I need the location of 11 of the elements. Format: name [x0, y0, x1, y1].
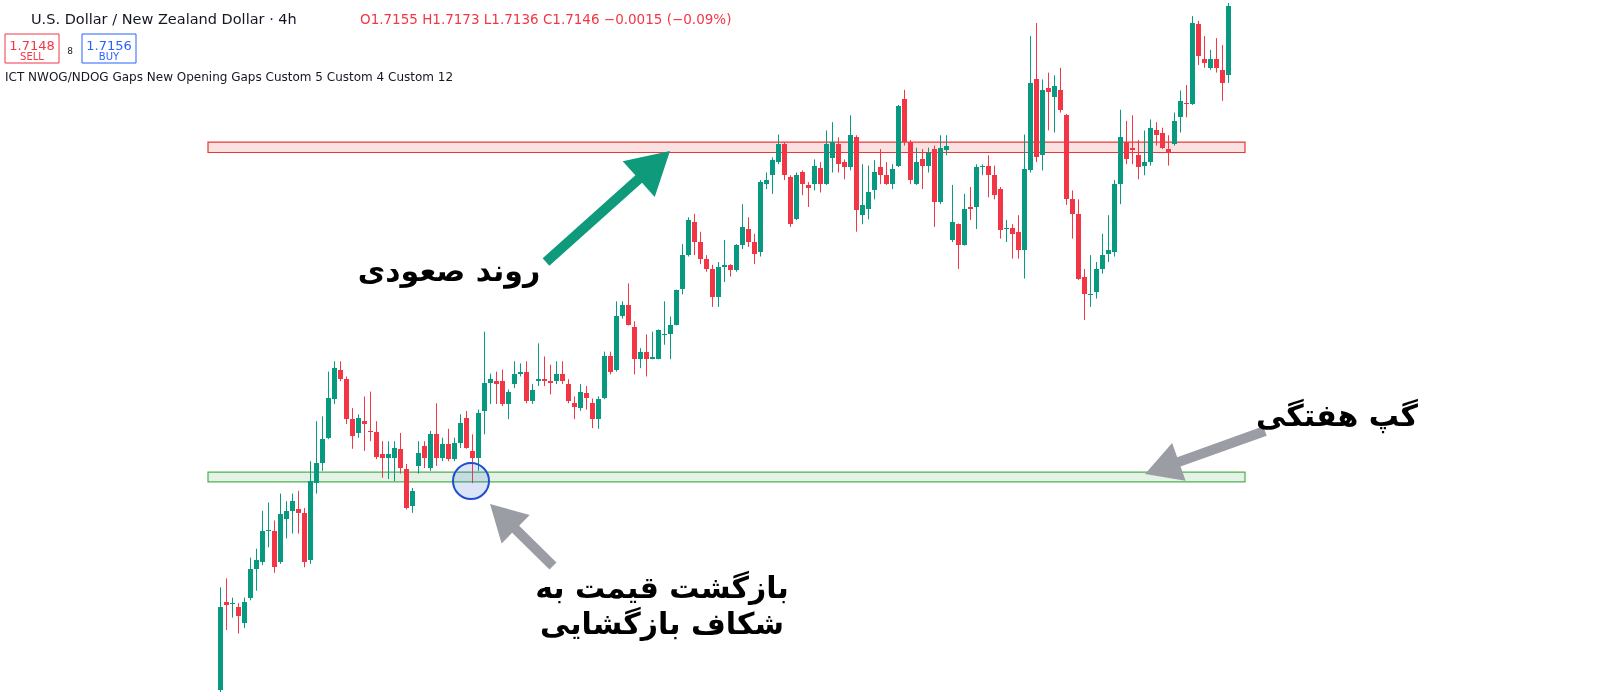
annotation: 1.7148: [9, 38, 55, 53]
annotation: بازگشت قیمت به شکاف بازگشایی: [535, 570, 789, 641]
annotation: ICT NWOG/NDOG Gaps New Opening Gaps Custom 5 Custom 4 Custom 12: [5, 70, 454, 84]
annotation: 8: [67, 46, 73, 56]
annotation: روند صعودی: [357, 253, 541, 288]
annotation: 1.7156: [86, 38, 132, 53]
annotation: SELL: [20, 51, 44, 62]
title: U.S. Dollar / New Zealand Dollar · 4h: [31, 11, 297, 27]
annotation: گپ هفتگی: [1255, 398, 1419, 433]
annotation: O1.7155 H1.7173 L1.7136 C1.7146 −0.0015 (−0.09%): [360, 11, 732, 27]
annotation: BUY: [98, 51, 120, 62]
